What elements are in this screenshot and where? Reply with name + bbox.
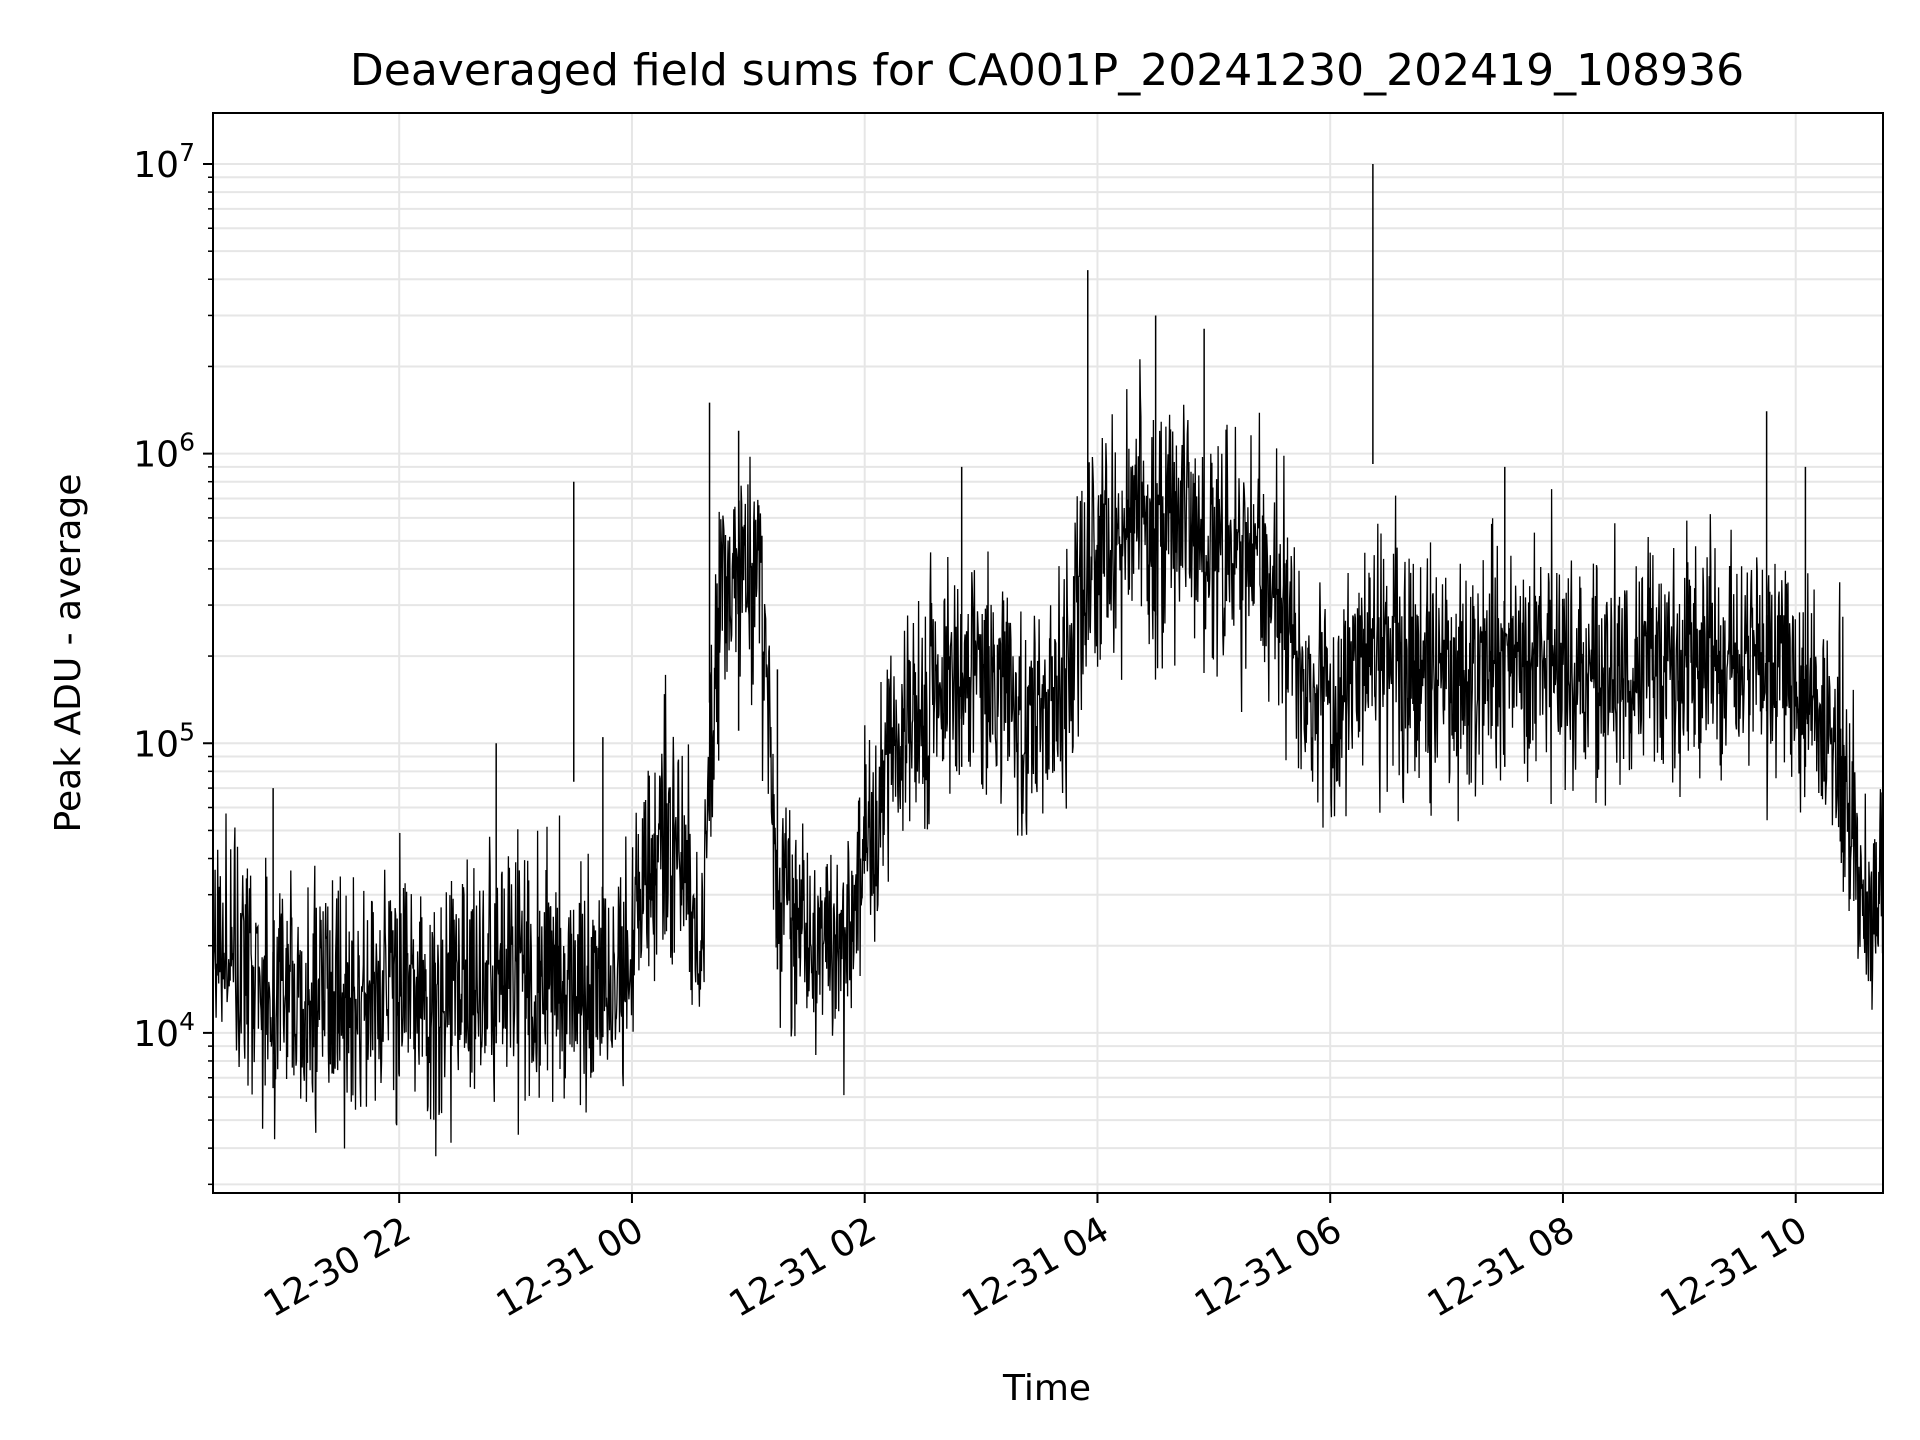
chart-title: Deaveraged field sums for CA001P_2024123… [350, 45, 1744, 96]
plot-area [213, 113, 1883, 1193]
x-axis-label: Time [1002, 1368, 1091, 1409]
y-tick-label: 104 [133, 1007, 195, 1055]
y-tick-label: 107 [133, 138, 195, 186]
y-axis-label: Peak ADU - average [48, 474, 89, 833]
y-tick-label: 106 [133, 428, 195, 476]
data-series [212, 164, 1884, 1157]
y-tick-label: 105 [133, 717, 195, 765]
plot-frame [212, 112, 1884, 1194]
series-line [212, 359, 1884, 1157]
